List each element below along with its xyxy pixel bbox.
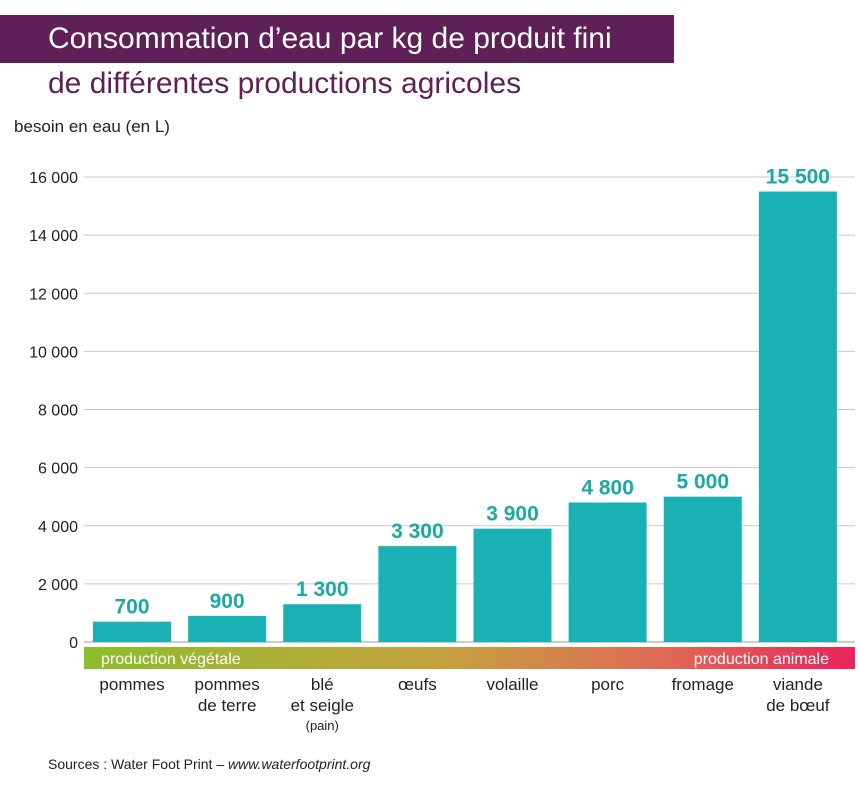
data-label: 700 — [114, 596, 149, 619]
x-category-label: pommes — [195, 675, 260, 694]
bar — [758, 191, 837, 642]
bar — [568, 502, 647, 642]
y-axis-label: besoin en eau (en L) — [14, 117, 170, 136]
x-category-label: porc — [591, 675, 625, 694]
production-band — [84, 647, 855, 669]
value-labels: 700 900 1 300 3 300 3 900 4 800 5 000 15 500 — [114, 166, 830, 619]
bar — [663, 496, 742, 642]
y-tick-label: 10 000 — [29, 344, 78, 361]
x-category-label: blé — [311, 675, 334, 694]
y-tick-label: 12 000 — [29, 286, 78, 303]
band-label-vegetale: production végétale — [101, 651, 241, 668]
chart-title: Consommation d’eau par kg de produit fin… — [48, 22, 612, 55]
data-label: 15 500 — [766, 166, 830, 189]
bar — [378, 546, 457, 642]
y-tick-label: 16 000 — [29, 170, 78, 187]
chart-subtitle: de différentes productions agricoles — [48, 67, 522, 100]
x-category-label: pommes — [99, 675, 164, 694]
category-labels: pommes pommes de terre blé et seigle (pain) œu… — [99, 675, 829, 733]
data-label: 4 800 — [581, 477, 634, 500]
y-tick-label: 0 — [69, 635, 78, 652]
data-label: 900 — [210, 590, 245, 613]
y-axis-ticks: 0 2 000 4 000 6 000 8 000 10 000 12 000 14 000 1… — [29, 170, 78, 652]
bar — [93, 621, 171, 642]
data-label: 3 300 — [391, 520, 444, 543]
bars — [93, 191, 837, 642]
y-tick-label: 14 000 — [29, 228, 78, 245]
x-category-label: et seigle — [291, 696, 354, 715]
x-category-label: de terre — [198, 696, 257, 715]
data-label: 5 000 — [676, 471, 729, 494]
source-link: www.waterfootprint.org — [228, 756, 371, 772]
x-category-label: fromage — [672, 675, 734, 694]
x-category-label: de bœuf — [766, 696, 830, 715]
source-prefix: Sources : Water Foot Print – — [48, 756, 228, 772]
data-label: 3 900 — [486, 503, 539, 526]
y-tick-label: 2 000 — [38, 577, 78, 594]
y-tick-label: 4 000 — [38, 519, 78, 536]
x-category-label: volaille — [487, 675, 539, 694]
title-banner — [0, 15, 674, 63]
bar — [188, 615, 267, 642]
y-tick-label: 6 000 — [38, 461, 78, 478]
x-category-label: œufs — [398, 675, 437, 694]
y-tick-label: 8 000 — [38, 403, 78, 420]
x-category-label: viande — [773, 675, 823, 694]
x-category-note: (pain) — [306, 718, 339, 733]
source-note: Sources : Water Foot Print – www.waterfo… — [48, 756, 370, 772]
data-label: 1 300 — [296, 578, 349, 601]
bar — [473, 528, 552, 642]
bar — [283, 604, 362, 642]
band-label-animale: production animale — [694, 651, 829, 668]
